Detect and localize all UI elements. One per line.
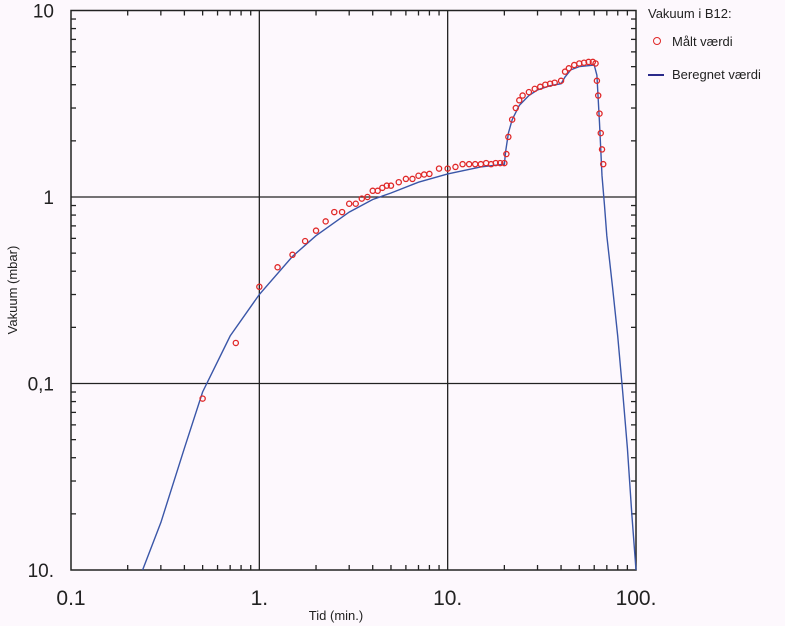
- svg-text:1.: 1.: [251, 587, 269, 610]
- legend: Vakuum i B12: Målt værdi Beregnet værdi: [648, 6, 761, 96]
- svg-text:100.: 100.: [616, 587, 657, 610]
- svg-text:10.: 10.: [433, 587, 462, 610]
- svg-text:10.: 10.: [28, 561, 54, 582]
- legend-label-measured: Målt værdi: [672, 33, 733, 49]
- svg-text:10: 10: [33, 2, 54, 23]
- line-marker-icon: [648, 67, 666, 81]
- svg-text:0.1: 0.1: [56, 587, 85, 610]
- legend-title: Vakuum i B12:: [648, 6, 732, 21]
- grid-lines: [71, 10, 636, 570]
- x-axis-tick-labels: 0.1 1. 10. 100.: [56, 587, 656, 610]
- legend-item-calculated: Beregnet værdi: [648, 63, 761, 85]
- calculated-series-line: [141, 64, 637, 571]
- x-axis-label: Tid (min.): [309, 608, 363, 623]
- legend-label-calculated: Beregnet værdi: [672, 66, 761, 82]
- svg-text:0,1: 0,1: [28, 375, 54, 396]
- svg-text:1: 1: [43, 188, 54, 209]
- open-circle-marker-icon: [648, 34, 666, 48]
- minor-ticks: [71, 10, 636, 570]
- y-axis-label: Vakuum (mbar): [5, 246, 20, 335]
- measured-series-markers: [199, 58, 607, 402]
- legend-item-measured: Målt værdi: [648, 30, 761, 52]
- plot-frame: [70, 9, 637, 571]
- y-axis-tick-labels: 10. 0,1 1 10: [28, 2, 54, 583]
